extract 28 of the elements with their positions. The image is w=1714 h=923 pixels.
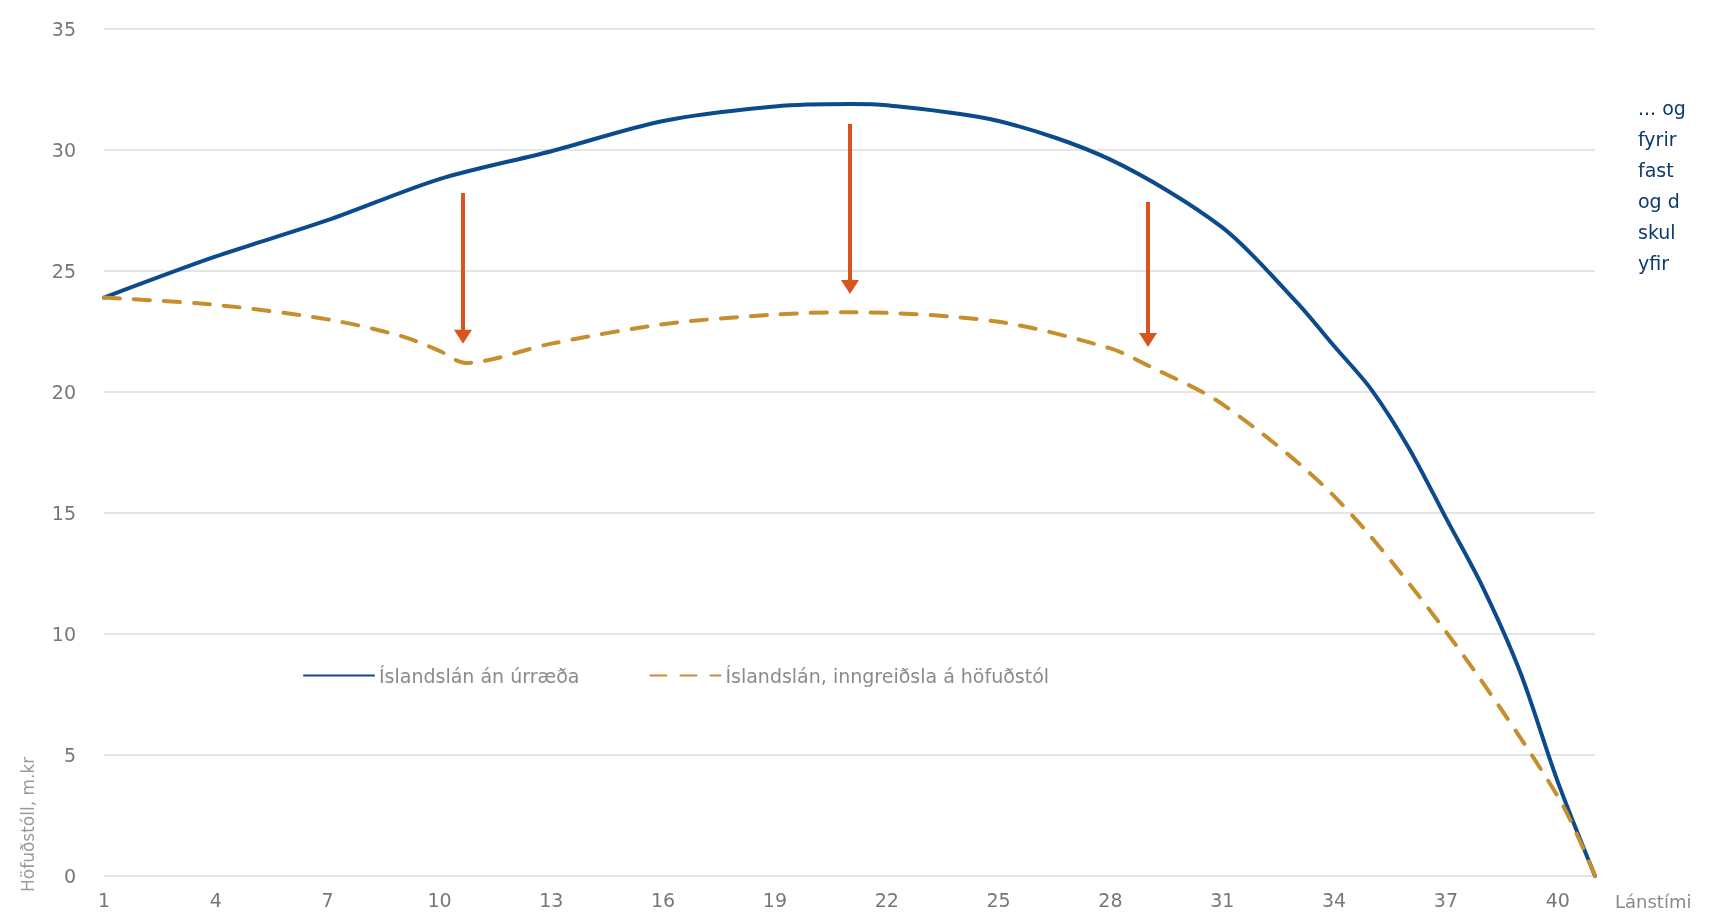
- x-tick-label: 13: [539, 888, 564, 911]
- text: ... og fyrir fast og d skul yfir: [1638, 96, 1686, 274]
- x-tick-label: 28: [1098, 888, 1123, 911]
- y-tick-label: 35: [51, 18, 76, 40]
- x-tick-label: 7: [321, 888, 334, 911]
- x-tick-label: 16: [651, 888, 676, 911]
- line-series: [102, 295, 1597, 878]
- legend-label: Íslandslán án úrræða: [379, 664, 580, 687]
- x-tick-label: 4: [209, 888, 222, 911]
- y-tick-label: 5: [63, 744, 76, 766]
- x-tick-label: 40: [1545, 888, 1570, 911]
- x-tick-label: 19: [762, 888, 788, 911]
- y-tick-label: 30: [51, 139, 76, 161]
- x-tick-label: 37: [1433, 888, 1458, 911]
- y-tick-label: 25: [51, 260, 76, 282]
- x-tick-label: 34: [1321, 888, 1347, 911]
- y-tick-label: 15: [51, 502, 76, 524]
- x-tick-label: 31: [1210, 888, 1235, 911]
- x-axis-title: Lánstími: [1615, 890, 1692, 912]
- x-tick-label: 10: [427, 888, 452, 911]
- x-tick-label: 1: [97, 888, 111, 911]
- x-tick-label: 25: [986, 888, 1011, 911]
- y-axis-title: Höfuðstóll, m.kr: [18, 756, 38, 892]
- x-tick-label: 22: [874, 888, 899, 911]
- legend-label: Íslandslán, inngreiðsla á höfuðstól: [725, 664, 1050, 687]
- y-tick-label: 0: [63, 865, 76, 887]
- y-tick-label: 10: [51, 623, 76, 645]
- y-tick-label: 20: [51, 381, 76, 403]
